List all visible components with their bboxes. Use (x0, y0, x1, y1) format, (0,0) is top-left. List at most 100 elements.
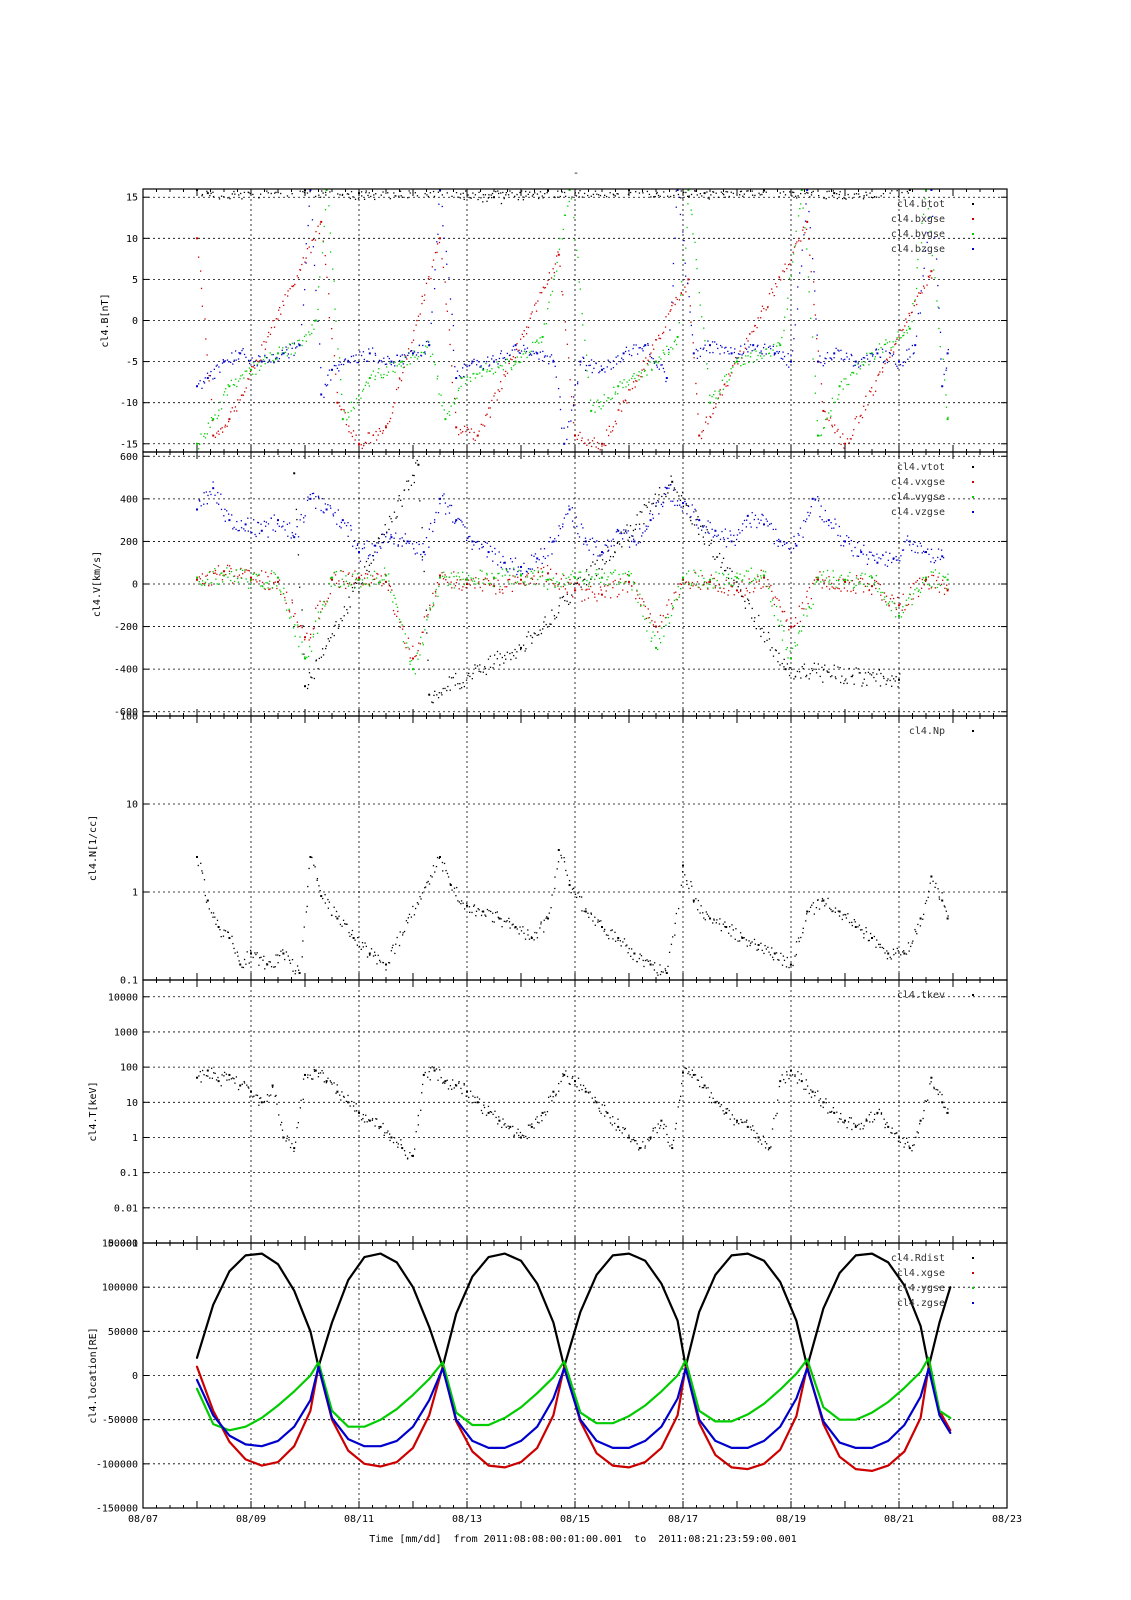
scatter-dot (638, 379, 640, 381)
scatter-dot (497, 572, 499, 575)
scatter-dot (642, 959, 644, 962)
scatter-dot (914, 299, 916, 301)
scatter-dot (294, 612, 296, 615)
scatter-dot (350, 933, 353, 936)
scatter-dot (302, 517, 305, 519)
scatter-dot (539, 927, 541, 929)
scatter-dot (541, 570, 544, 573)
scatter-dot (225, 388, 227, 390)
scatter-dot (420, 553, 422, 556)
scatter-dot (928, 553, 930, 556)
scatter-dot (292, 285, 294, 288)
scatter-dot (684, 286, 686, 288)
scatter-dot (256, 365, 258, 367)
series-cl4-bygse (196, 189, 949, 450)
scatter-dot (913, 352, 915, 354)
scatter-dot (438, 241, 441, 244)
scatter-dot (478, 670, 480, 673)
scatter-dot (402, 641, 405, 643)
scatter-dot (443, 862, 446, 865)
scatter-dot (679, 891, 681, 893)
scatter-dot (879, 371, 881, 373)
scatter-dot (449, 504, 451, 507)
scatter-dot (405, 356, 407, 359)
scatter-dot (663, 371, 666, 373)
scatter-dot (862, 583, 865, 585)
scatter-dot (243, 528, 245, 530)
scatter-dot (624, 572, 626, 574)
scatter-dot (366, 577, 369, 579)
scatter-dot (583, 582, 585, 585)
scatter-dot (872, 394, 874, 396)
scatter-dot (625, 346, 628, 348)
scatter-dot (410, 484, 413, 486)
scatter-dot (794, 543, 797, 545)
scatter-dot (854, 546, 856, 549)
scatter-dot (845, 917, 848, 919)
scatter-dot (745, 939, 748, 941)
scatter-dot (749, 591, 751, 594)
data-point (628, 574, 630, 577)
scatter-dot (402, 932, 404, 934)
scatter-dot (585, 908, 587, 910)
scatter-dot (289, 617, 291, 619)
data-point (698, 434, 701, 437)
scatter-dot (269, 333, 272, 335)
scatter-dot (653, 348, 655, 350)
scatter-dot (644, 959, 647, 962)
scatter-dot (585, 364, 588, 367)
scatter-dot (382, 533, 384, 535)
scatter-dot (891, 190, 893, 192)
scatter-dot (745, 355, 747, 357)
scatter-dot (374, 551, 376, 553)
scatter-dot (301, 627, 303, 629)
scatter-dot (321, 648, 324, 650)
scatter-dot (565, 513, 567, 516)
scatter-dot (806, 590, 808, 592)
scatter-dot (275, 357, 277, 359)
scatter-dot (429, 192, 432, 194)
scatter-dot (871, 554, 874, 556)
scatter-dot (506, 352, 509, 355)
scatter-dot (905, 318, 907, 320)
scatter-dot (378, 537, 380, 540)
scatter-dot (234, 952, 236, 954)
scatter-dot (644, 369, 646, 372)
scatter-dot (754, 943, 757, 945)
scatter-dot (527, 326, 530, 329)
scatter-dot (255, 953, 257, 956)
scatter-dot (560, 578, 563, 580)
scatter-dot (436, 251, 438, 254)
scatter-dot (674, 237, 676, 239)
scatter-dot (352, 430, 355, 432)
scatter-dot (727, 577, 730, 580)
scatter-dot (416, 652, 418, 654)
scatter-dot (568, 200, 570, 203)
scatter-dot (825, 358, 827, 360)
data-point (514, 360, 517, 363)
scatter-dot (348, 416, 350, 418)
scatter-dot (212, 571, 214, 573)
scatter-dot (755, 627, 757, 630)
scatter-dot (908, 544, 911, 546)
scatter-dot (756, 949, 758, 951)
scatter-dot (444, 281, 446, 283)
scatter-dot (265, 525, 267, 527)
scatter-dot (744, 594, 746, 596)
scatter-dot (545, 623, 547, 626)
scatter-dot (670, 500, 672, 502)
scatter-dot (256, 952, 258, 954)
scatter-dot (502, 369, 504, 371)
scatter-dot (911, 320, 913, 323)
scatter-dot (257, 521, 259, 524)
scatter-dot (900, 555, 902, 557)
scatter-dot (851, 921, 853, 924)
scatter-dot (842, 197, 844, 200)
scatter-dot (652, 631, 654, 633)
data-point (930, 189, 933, 191)
scatter-dot (501, 926, 503, 928)
scatter-dot (323, 512, 325, 514)
scatter-dot (266, 190, 268, 192)
scatter-dot (609, 583, 611, 585)
scatter-dot (399, 538, 401, 540)
